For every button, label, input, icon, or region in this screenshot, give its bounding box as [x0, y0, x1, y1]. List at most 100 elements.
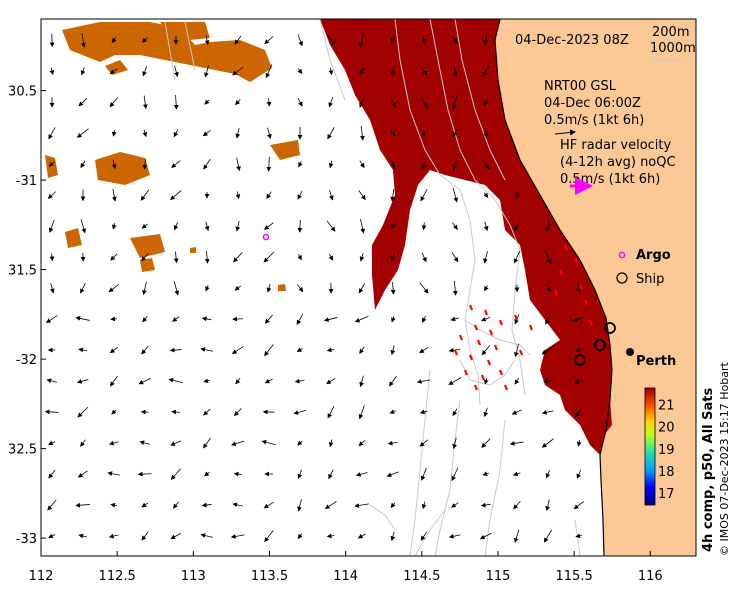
current-vector [452, 65, 458, 78]
current-vector [140, 189, 150, 201]
current-vector [202, 437, 211, 449]
current-vector [138, 377, 152, 385]
current-vector [203, 378, 211, 384]
current-vector [204, 99, 210, 105]
current-vector [297, 440, 303, 446]
current-vector-field [44, 33, 585, 543]
current-vector [137, 471, 152, 477]
hf-vector [453, 349, 459, 356]
current-vector [420, 531, 428, 541]
current-vector [47, 499, 57, 511]
hf-radar-vectors [453, 244, 594, 391]
x-tick-label: 112.5 [99, 569, 136, 584]
current-vector [111, 223, 117, 230]
current-vector [513, 501, 521, 510]
x-tick-label: 113 [181, 569, 206, 584]
current-vector [354, 503, 369, 508]
current-vector [358, 283, 366, 294]
current-vector [359, 346, 365, 354]
current-vector [329, 190, 334, 201]
current-vector [451, 95, 458, 110]
current-vector [359, 67, 365, 76]
current-vector [142, 129, 148, 138]
depth-legend-1000: 1000m [650, 41, 696, 56]
current-vector [544, 250, 552, 265]
current-vector [422, 315, 427, 323]
current-vector [80, 219, 87, 234]
current-vector [481, 345, 491, 356]
x-tick-label: 113.5 [251, 569, 288, 584]
current-vector [266, 191, 272, 199]
current-vector [47, 191, 56, 199]
current-vector [452, 129, 458, 138]
current-vector [173, 94, 179, 110]
current-vector [233, 251, 243, 263]
current-vector [293, 410, 306, 415]
current-vector [545, 220, 551, 233]
current-vector [390, 159, 396, 169]
current-vector [110, 253, 118, 261]
current-vector [141, 345, 149, 355]
argo-float-marker[interactable] [262, 233, 270, 241]
current-vector [483, 221, 489, 232]
current-vector [264, 530, 274, 543]
current-vector [233, 408, 242, 417]
current-vector [545, 499, 550, 512]
current-vector [234, 285, 242, 291]
current-vector [261, 439, 276, 446]
current-vector [265, 64, 273, 79]
current-vector [111, 129, 117, 137]
current-vector [576, 439, 582, 447]
current-vector [75, 316, 90, 321]
current-vector [204, 250, 210, 264]
current-vector [386, 471, 399, 477]
current-vector [297, 499, 302, 512]
current-vector [483, 35, 489, 46]
current-vector [390, 531, 396, 542]
depth-legend-200: 200m [652, 25, 689, 40]
current-vector [235, 128, 241, 139]
y-tick-label: -33 [16, 532, 37, 547]
current-vector [541, 345, 554, 355]
current-vector [391, 316, 396, 323]
current-vector [328, 439, 334, 448]
current-vector [297, 254, 302, 261]
current-vector [263, 222, 274, 230]
current-vector [296, 284, 304, 293]
current-vector [108, 533, 119, 539]
hf-vector [498, 369, 504, 376]
current-vector [49, 253, 55, 262]
colorbar-tick-label: 18 [658, 465, 675, 480]
current-vector [359, 33, 364, 48]
current-vector [110, 502, 118, 508]
colorbar-tick-label: 17 [658, 487, 675, 502]
current-vector [142, 281, 147, 296]
current-vector [391, 37, 396, 44]
current-vector [448, 533, 461, 539]
current-vector [294, 378, 305, 384]
current-vector [512, 471, 521, 477]
current-vector [48, 440, 56, 445]
argo-legend-icon [618, 251, 626, 259]
ship-markers[interactable] [574, 322, 616, 366]
current-vector [49, 283, 55, 294]
current-vector [142, 95, 148, 110]
hf-vector [563, 244, 569, 251]
hf-vector [588, 319, 594, 326]
current-vector [513, 529, 520, 543]
current-vector [172, 316, 180, 322]
hf-line-1: HF radar velocity [560, 138, 672, 153]
current-vector [328, 253, 334, 261]
current-vector [173, 129, 179, 138]
current-vector [201, 502, 212, 508]
hf-vector [488, 329, 494, 336]
current-vector [204, 35, 210, 46]
current-vector [80, 282, 86, 294]
current-vector [205, 285, 210, 292]
current-vector [323, 317, 338, 322]
current-vector [48, 533, 56, 538]
current-vector [78, 97, 88, 107]
current-vector [111, 409, 117, 415]
current-vector [45, 315, 58, 323]
credit-text: © IMOS 07-Dec-2023 15:17 Hobart [718, 362, 731, 556]
